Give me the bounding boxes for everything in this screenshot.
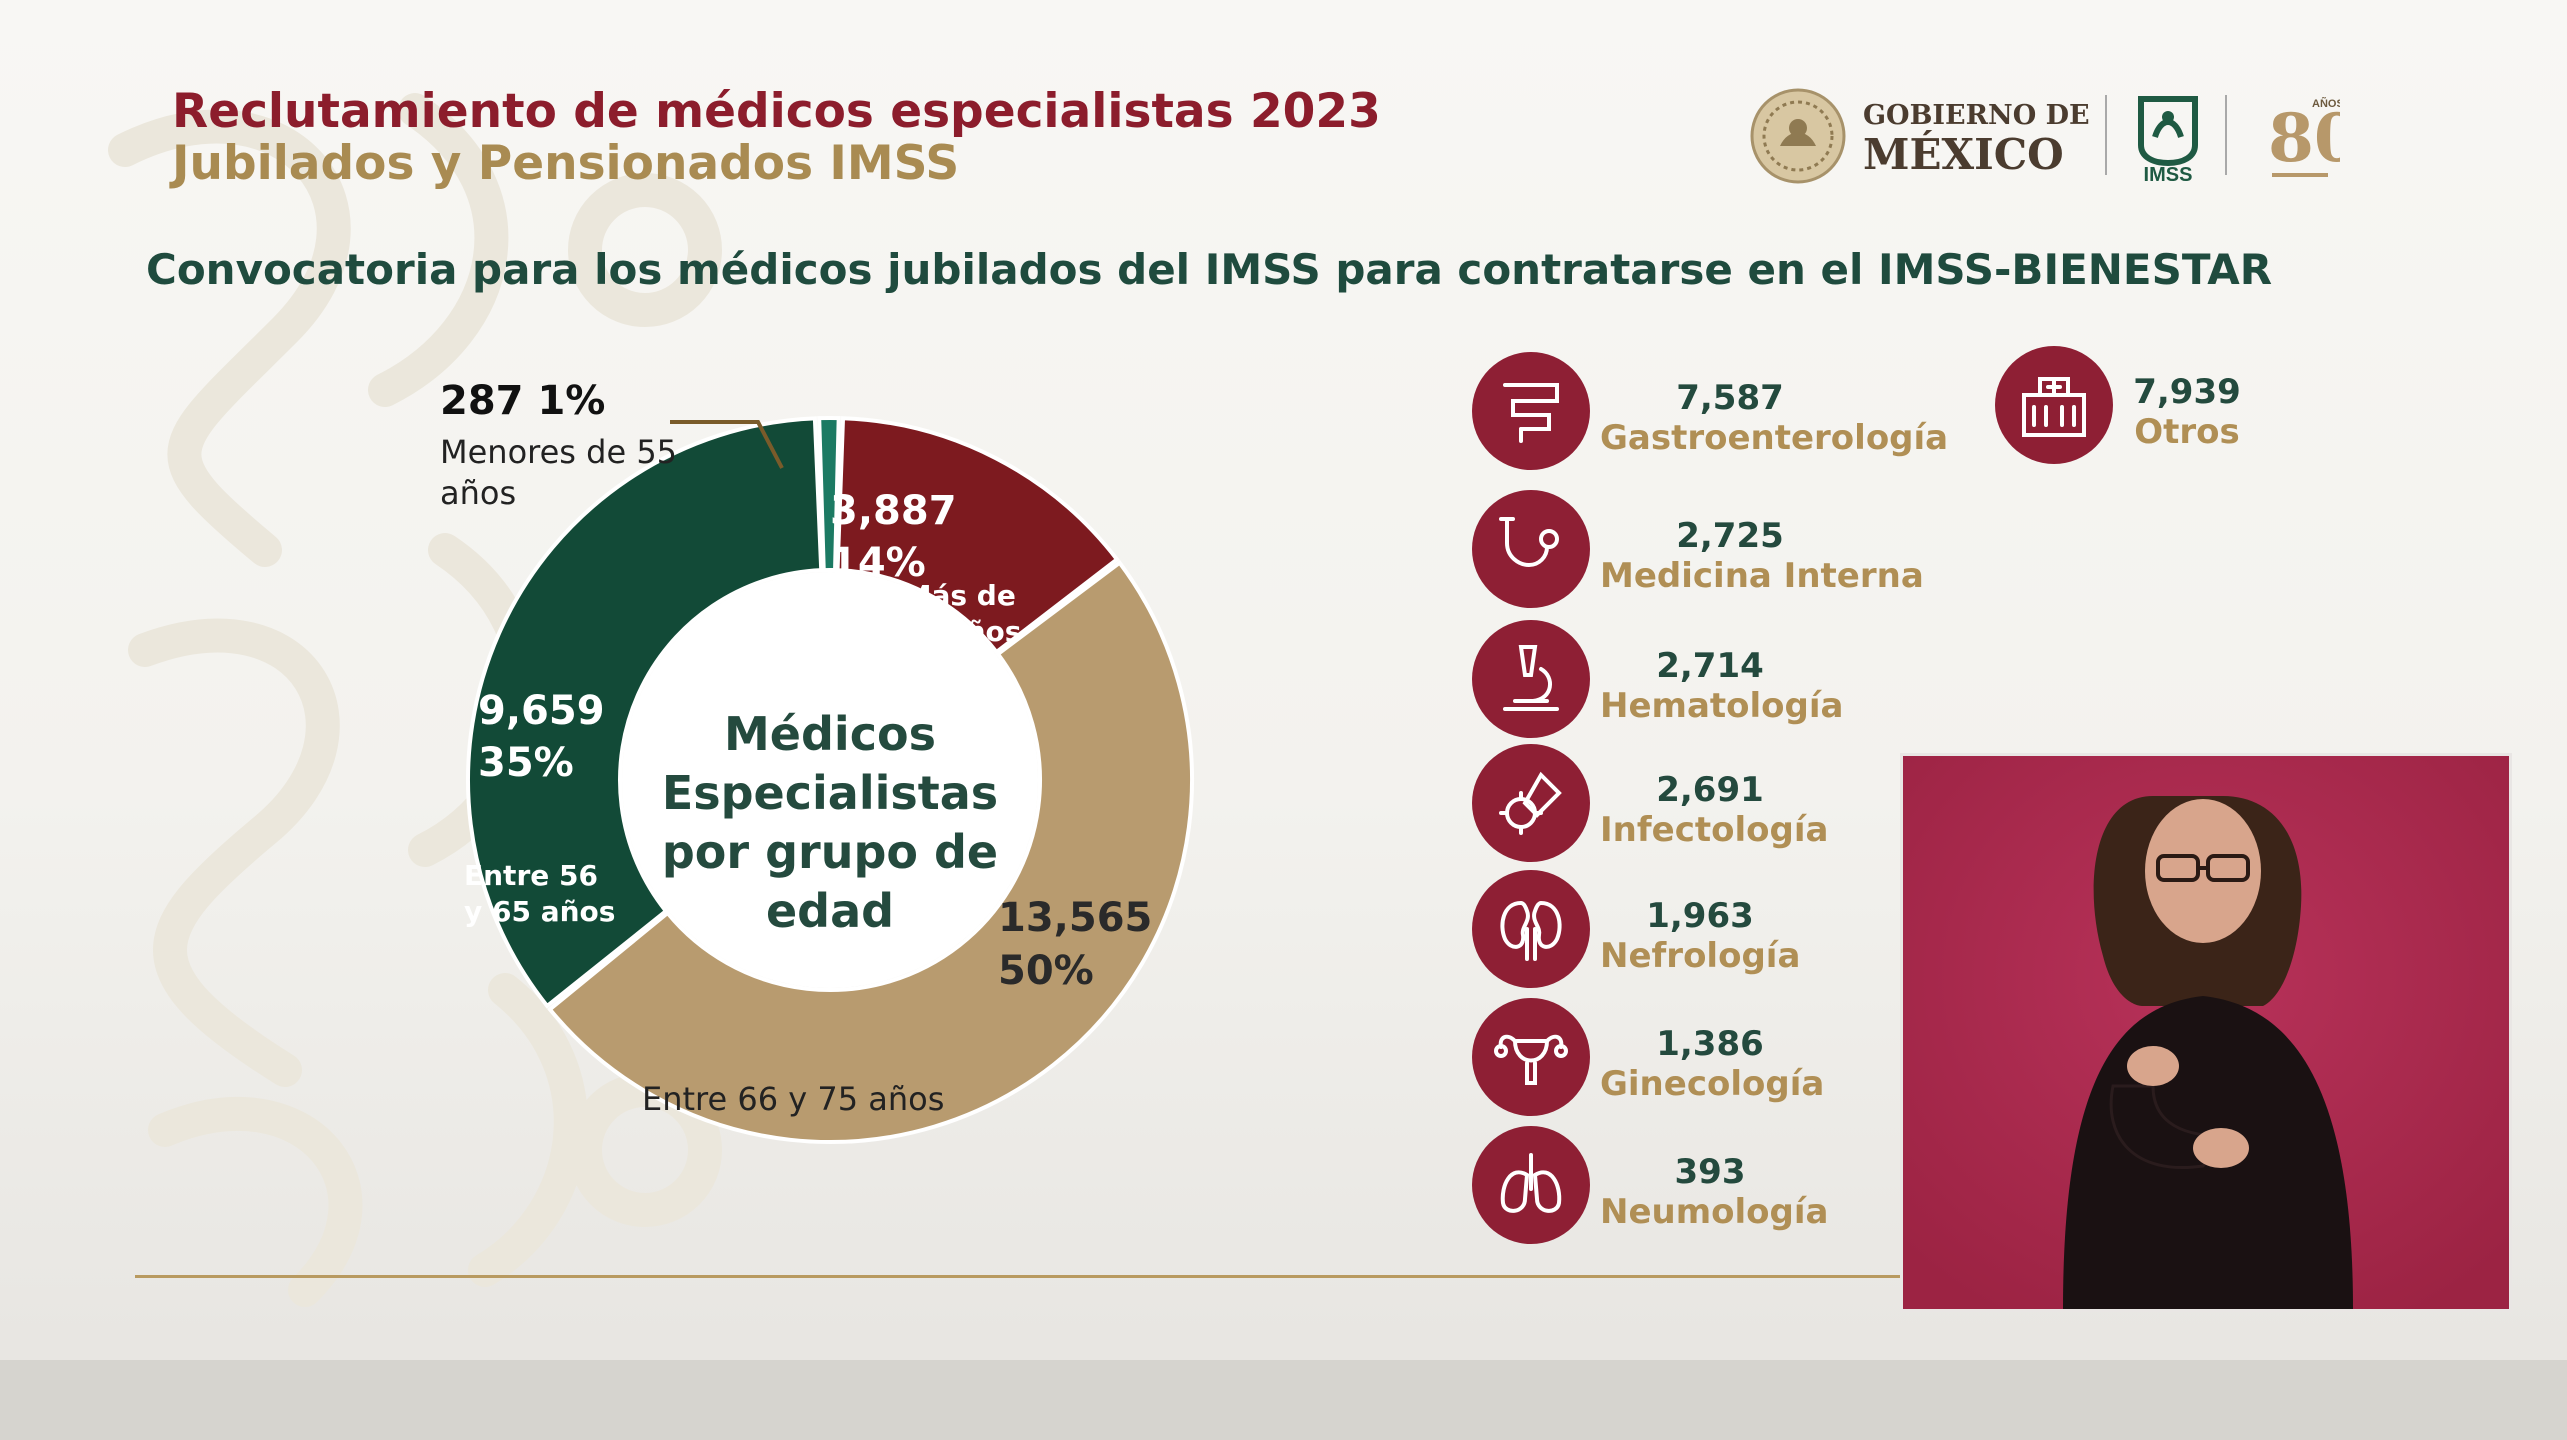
donut-svg: [466, 416, 1194, 1144]
gobierno-de-text: GOBIERNO DE: [1863, 100, 2090, 131]
stethoscope-icon: [1472, 490, 1590, 608]
slice-label-76plus-value: 3,887: [830, 488, 957, 534]
specialty-name: Hematología: [1600, 686, 1844, 726]
virus-test-tube-icon: [1472, 744, 1590, 862]
slice-label-56-65-percent: 35%: [478, 740, 574, 786]
specialty-value: 1,386: [1656, 1024, 1764, 1064]
hospital-icon: [1995, 346, 2113, 464]
anniversary-number: 80: [2268, 99, 2340, 177]
slice-label-76plus-percent: 14%: [830, 540, 926, 586]
national-seal-icon: [1750, 88, 1846, 184]
specialty-value: 1,963: [1646, 896, 1754, 936]
slice-label-under55-value: 287 1%: [440, 378, 605, 424]
specialty-name: Otros: [2134, 412, 2240, 452]
slice-76plus-name-line2: 76 años: [898, 615, 1022, 648]
anniversary-logo-icon: 80 AÑOS: [2268, 97, 2340, 177]
specialty-value: 2,714: [1656, 646, 1764, 686]
slice-under55-name-line1: Menores de 55: [440, 433, 678, 471]
interpreter-figure: [1903, 756, 2509, 1309]
specialty-name: Nefrología: [1600, 936, 1801, 976]
footer-divider: [135, 1275, 1905, 1278]
specialties-list: 7,587 Gastroenterología 2,725 Medicina I…: [1472, 346, 2292, 1252]
microscope-icon: [1472, 620, 1590, 738]
specialty-value: 2,691: [1656, 770, 1764, 810]
slice-under55: [817, 416, 841, 573]
logo-divider-2: [2225, 95, 2227, 175]
imss-logo-text: IMSS: [2144, 164, 2193, 185]
slice-56-65-name-line2: y 65 años: [464, 895, 616, 928]
mexico-text: MÉXICO: [1863, 130, 2064, 179]
center-line-2: Especialistas: [661, 766, 999, 820]
slice-under55-name-line2: años: [440, 474, 517, 512]
slice-under55-value-text: 287: [440, 378, 524, 424]
imss-logo-icon: IMSS: [2138, 96, 2198, 185]
slice-76plus-name-line1: Más de: [903, 579, 1016, 612]
page-subtitle: Convocatoria para los médicos jubilados …: [146, 245, 2273, 294]
intestine-icon: [1472, 352, 1590, 470]
kidneys-icon: [1472, 870, 1590, 988]
donut-center-label: Médicos Especialistas por grupo de edad: [610, 705, 1050, 941]
donut-hole: [622, 572, 1038, 988]
slice-label-56-65-name: Entre 56 y 65 años: [464, 858, 615, 930]
slice-under55-percent-text: 1%: [537, 378, 606, 424]
specialty-value: 7,939: [2133, 372, 2241, 412]
specialty-value: 2,725: [1676, 516, 1784, 556]
anniversary-word: AÑOS: [2312, 97, 2340, 110]
slice-label-66-75-value: 13,565: [998, 895, 1153, 941]
uterus-icon: [1472, 998, 1590, 1116]
lungs-icon: [1472, 1126, 1590, 1244]
age-donut-chart: Médicos Especialistas por grupo de edad …: [420, 370, 1240, 1190]
slice-66-75: [547, 560, 1194, 1144]
specialty-value: 7,587: [1676, 378, 1784, 418]
center-line-1: Médicos: [724, 707, 936, 761]
specialty-name: Neumología: [1600, 1192, 1829, 1232]
sign-language-video: [1900, 753, 2512, 1312]
logo-divider: [2105, 95, 2107, 175]
slice-label-66-75-percent: 50%: [998, 948, 1094, 994]
slice-label-66-75-name: Entre 66 y 75 años: [642, 1080, 945, 1118]
slice-76plus: [835, 416, 1120, 655]
specialty-name: Gastroenterología: [1600, 418, 1949, 458]
specialty-name: Medicina Interna: [1600, 556, 1924, 596]
center-line-3: por grupo de: [661, 825, 999, 879]
page-title-secondary: Jubilados y Pensionados IMSS: [172, 136, 960, 191]
header-logos: GOBIERNO DE MÉXICO IMSS 80 AÑOS: [1750, 85, 2350, 195]
specialty-name: Infectología: [1600, 810, 1829, 850]
slice-label-76plus-name: Más de 76 años: [898, 578, 1021, 650]
background-pattern: [108, 93, 722, 1307]
specialty-name: Ginecología: [1600, 1064, 1825, 1104]
center-line-4: edad: [765, 884, 895, 938]
specialty-value: 393: [1674, 1152, 1746, 1192]
page-title: Reclutamiento de médicos especialistas 2…: [172, 84, 1381, 139]
slice-label-56-65-value: 9,659: [478, 688, 605, 734]
bottom-band: [0, 1360, 2567, 1440]
slice-56-65-name-line1: Entre 56: [464, 859, 598, 892]
slice-label-under55-name: Menores de 55 años: [440, 432, 677, 514]
